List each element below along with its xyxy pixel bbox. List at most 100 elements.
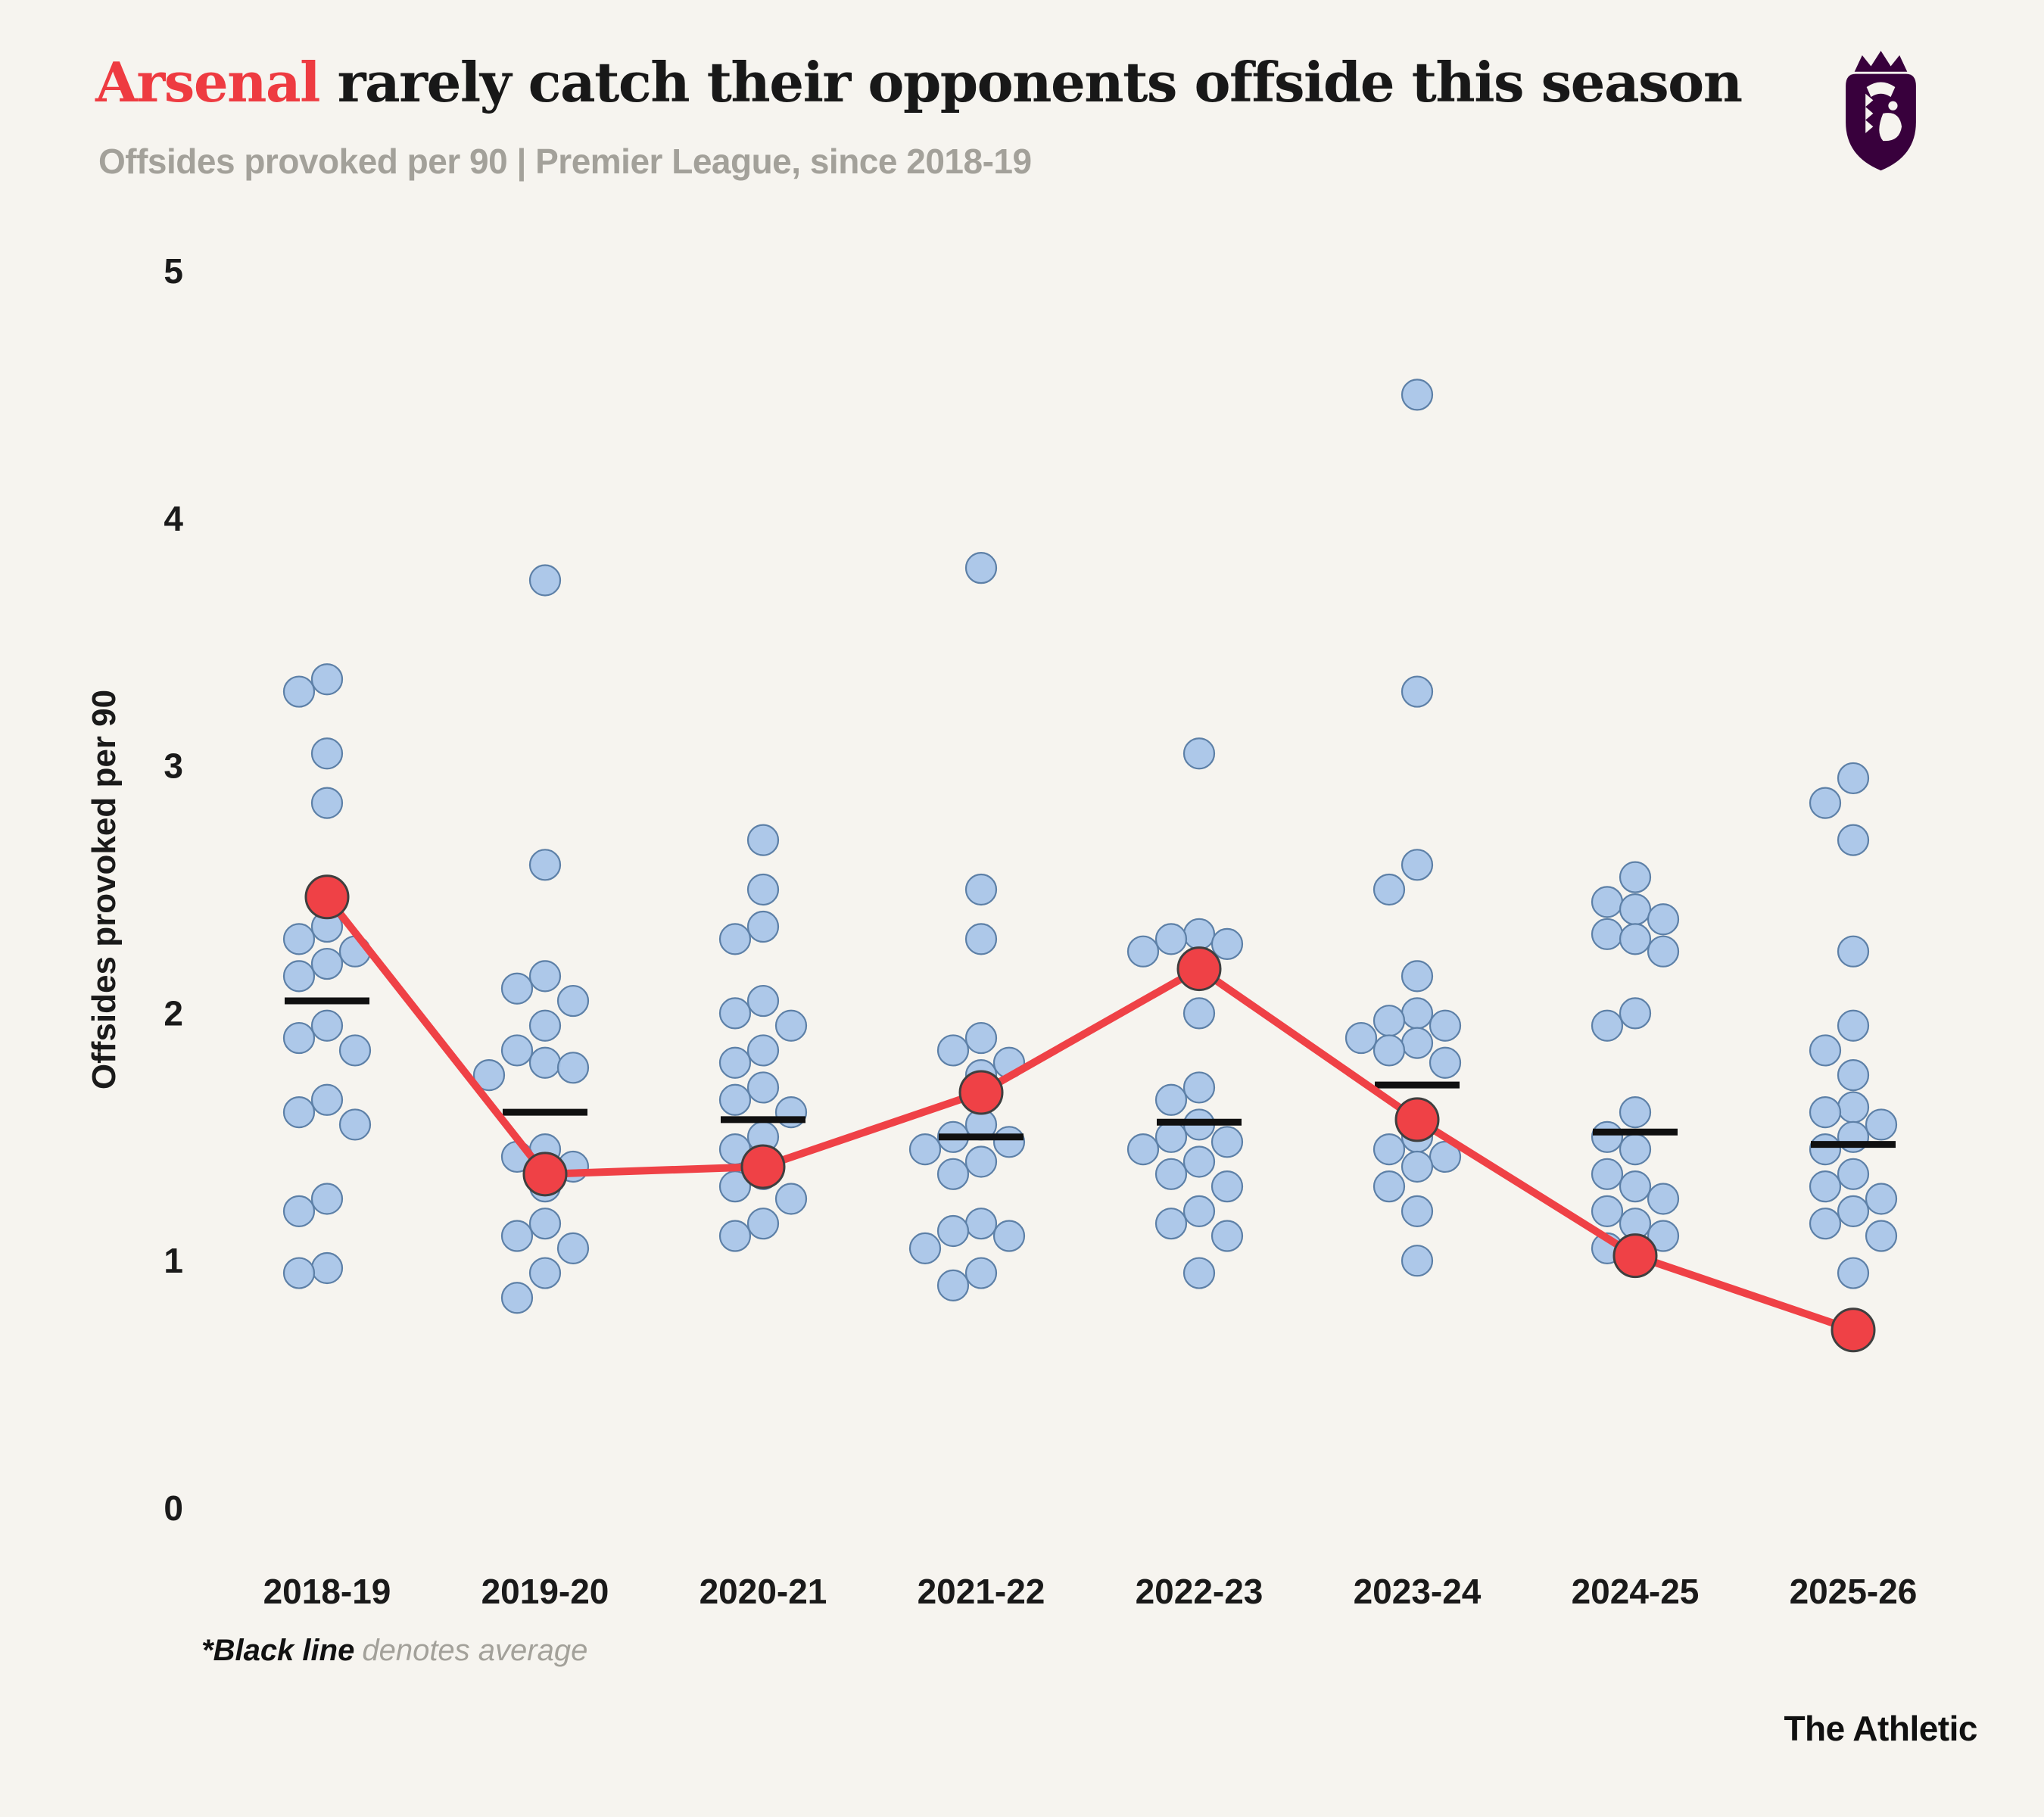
team-dot	[1809, 1034, 1842, 1067]
team-dot	[1154, 923, 1188, 955]
team-dot	[746, 873, 780, 906]
team-dot	[1401, 675, 1434, 708]
team-dot	[528, 960, 562, 993]
team-dot	[936, 1269, 970, 1301]
team-dot	[1154, 1083, 1188, 1116]
team-dot	[528, 1046, 562, 1079]
team-dot	[1647, 903, 1680, 936]
arsenal-trend-line	[323, 893, 1857, 1334]
y-axis-title: Offsides provoked per 90	[86, 690, 123, 1089]
team-dot	[936, 1034, 970, 1067]
team-dot	[1429, 1140, 1462, 1173]
the-athletic-credit: The Athletic	[1784, 1709, 1977, 1748]
team-dot	[1373, 1170, 1406, 1203]
team-dot	[282, 1257, 316, 1289]
x-category-label: 2022-23	[1136, 1572, 1263, 1611]
team-dot	[1401, 1195, 1434, 1227]
team-dot	[774, 1009, 808, 1042]
team-dot	[1619, 1096, 1652, 1129]
team-dot	[1591, 886, 1624, 918]
arsenal-dot	[1612, 1233, 1658, 1279]
team-dot	[1373, 1005, 1406, 1037]
team-dot	[1182, 918, 1216, 950]
team-dot	[310, 787, 344, 819]
team-dot	[1837, 1091, 1870, 1124]
team-dot	[310, 1183, 344, 1215]
team-dot	[1837, 1195, 1870, 1227]
x-category-label: 2018-19	[263, 1572, 391, 1611]
team-dot	[908, 1133, 942, 1166]
team-dot	[1619, 997, 1652, 1030]
team-dot	[1647, 1183, 1680, 1215]
team-dot	[992, 1220, 1026, 1252]
team-dot	[338, 1034, 372, 1067]
footnote-rest: denotes average	[362, 1634, 588, 1667]
team-dot	[774, 1183, 808, 1215]
team-dot	[1182, 1071, 1216, 1104]
chart-footnote: *Black line denotes average	[201, 1634, 587, 1668]
arsenal-dot	[522, 1152, 568, 1197]
team-dot	[746, 1208, 780, 1240]
team-dot	[556, 984, 590, 1018]
team-dot	[1591, 1195, 1624, 1227]
page-subtitle: Offsides provoked per 90 | Premier Leagu…	[98, 142, 1032, 181]
arsenal-dot	[740, 1144, 786, 1189]
title-team-highlight: Arsenal	[95, 50, 321, 114]
y-tick-label: 2	[164, 993, 183, 1033]
team-dot	[936, 1158, 970, 1190]
team-dot	[528, 1009, 562, 1042]
team-dot	[528, 1208, 562, 1240]
x-category-label: 2025-26	[1790, 1572, 1918, 1611]
team-dot	[992, 1126, 1026, 1158]
premier-league-crest-icon	[1846, 51, 1916, 171]
team-dot	[1809, 1170, 1842, 1203]
team-dot	[1619, 923, 1652, 955]
team-dot	[310, 737, 344, 770]
team-dot	[1619, 861, 1652, 893]
team-dot	[964, 552, 998, 584]
team-dot	[282, 1195, 316, 1227]
x-category-label: 2021-22	[918, 1572, 1045, 1611]
team-dot	[310, 1083, 344, 1116]
team-dot	[964, 873, 998, 906]
team-dot	[964, 1145, 998, 1178]
team-dot	[1211, 927, 1244, 960]
team-dot	[500, 1220, 534, 1252]
team-dot	[282, 960, 316, 993]
team-dot	[1344, 1021, 1378, 1055]
team-dot	[718, 1083, 752, 1116]
team-dot	[310, 1251, 344, 1285]
team-dot	[1401, 379, 1434, 411]
lion-mane	[1865, 93, 1874, 133]
team-dot	[1182, 737, 1216, 770]
arsenal-dot	[304, 874, 350, 920]
team-dot	[338, 1108, 372, 1141]
team-dot	[718, 1220, 752, 1252]
team-dot	[1373, 1034, 1406, 1067]
team-dot	[1837, 1158, 1870, 1190]
team-dot	[1865, 1220, 1898, 1252]
title-rest: rarely catch their opponents offside thi…	[319, 50, 1743, 114]
team-dot	[746, 910, 780, 943]
team-dot	[1401, 960, 1434, 993]
team-dot	[1837, 824, 1870, 856]
x-category-label: 2023-24	[1354, 1572, 1482, 1611]
team-dot	[1837, 762, 1870, 795]
team-dot	[1429, 1009, 1462, 1042]
team-dot	[1154, 1158, 1188, 1190]
lion-brow	[1866, 82, 1896, 98]
team-dot	[964, 1257, 998, 1289]
y-tick-label: 3	[164, 746, 183, 786]
team-dot	[1837, 1058, 1870, 1092]
lion-muzzle	[1879, 113, 1902, 142]
team-dot	[746, 824, 780, 856]
team-dot	[1809, 1096, 1842, 1129]
team-dot	[746, 1071, 780, 1104]
team-dot	[500, 972, 534, 1005]
team-dot	[528, 849, 562, 881]
team-dot	[310, 1009, 344, 1042]
team-dot	[1865, 1183, 1898, 1215]
arsenal-dot	[1831, 1307, 1876, 1353]
